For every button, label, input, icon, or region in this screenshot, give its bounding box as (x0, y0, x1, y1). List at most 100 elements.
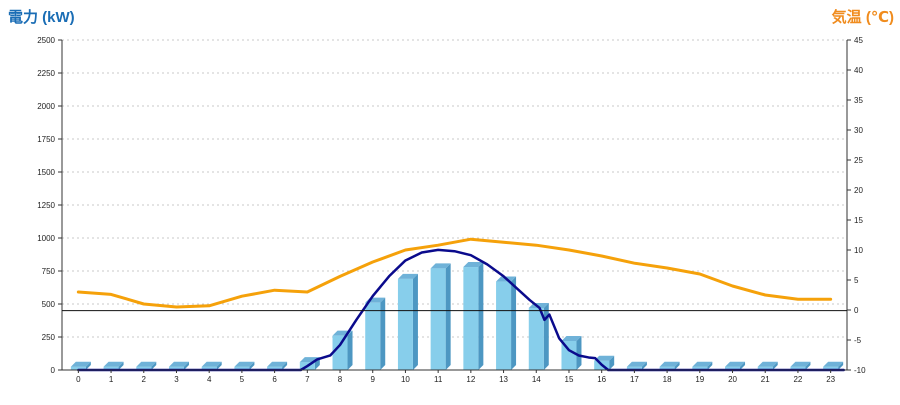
power-bar-top (823, 361, 844, 367)
y-right-tick-label: 0 (854, 306, 859, 315)
power-bar-front (136, 366, 152, 370)
y-right-tick-label: 45 (854, 36, 863, 45)
power-bar-front (365, 302, 381, 370)
power-bar-side (380, 297, 386, 370)
power-bar (692, 361, 713, 370)
power-bar-side (347, 330, 353, 370)
power-bar-front (823, 366, 839, 370)
y-right-tick-label: 25 (854, 156, 863, 165)
power-bar-top (70, 361, 91, 367)
x-tick-label: 0 (76, 375, 81, 384)
y-left-tick-label: 2000 (37, 102, 55, 111)
y-right-tick-label: 15 (854, 216, 863, 225)
y-left-axis-title: 電力 (kW) (8, 8, 75, 26)
power-bar-top (136, 361, 157, 367)
power-bar-top (626, 361, 647, 367)
y-left-tick-label: 0 (51, 366, 56, 375)
power-bar-top (463, 262, 484, 268)
y-right-tick-label: 10 (854, 246, 863, 255)
x-tick-label: 1 (109, 375, 114, 384)
x-tick-label: 14 (532, 375, 541, 384)
power-bar-front (430, 268, 446, 370)
power-bar (267, 361, 288, 370)
x-tick-label: 6 (272, 375, 277, 384)
x-tick-label: 21 (761, 375, 770, 384)
y-left-tick-label: 1500 (37, 168, 55, 177)
x-tick-label: 13 (499, 375, 508, 384)
power-bar-front (528, 307, 544, 370)
power-bar-top (430, 263, 451, 269)
power-demand-line (77, 248, 845, 372)
series-lines (76, 237, 845, 372)
power-bar-top (168, 361, 189, 367)
y-left-tick-label: 2250 (37, 69, 55, 78)
x-tick-label: 17 (630, 375, 639, 384)
power-bar-top (757, 361, 778, 367)
power-bar (823, 361, 844, 370)
power-bar-side (249, 361, 255, 370)
x-tick-label: 23 (826, 375, 835, 384)
x-tick-label: 19 (695, 375, 704, 384)
power-bar-side (216, 361, 222, 370)
power-bar (790, 361, 811, 370)
power-bar-front (725, 366, 741, 370)
power-bar-side (118, 361, 124, 370)
power-bar-side (543, 302, 549, 370)
power-bar (463, 262, 484, 370)
power-bar-side (838, 361, 844, 370)
power-bar-side (772, 361, 778, 370)
power-bar (528, 302, 549, 370)
power-bar-top (594, 355, 615, 361)
power-bar-top (201, 361, 222, 367)
power-bar (103, 361, 124, 370)
x-tick-label: 5 (240, 375, 245, 384)
power-bar-front (463, 267, 479, 370)
power-bar-side (805, 361, 811, 370)
power-bar (70, 361, 91, 370)
y-left-tick-label: 1750 (37, 135, 55, 144)
power-bar-side (412, 273, 418, 370)
power-bar-front (692, 366, 708, 370)
x-tick-label: 22 (793, 375, 802, 384)
power-bars (70, 262, 844, 370)
power-bar-side (609, 355, 615, 370)
power-bar-front (234, 366, 250, 370)
power-bar-front (70, 366, 86, 370)
power-bar-side (707, 361, 713, 370)
power-bar (136, 361, 157, 370)
x-tick-label: 12 (466, 375, 475, 384)
power-bar-side (576, 335, 582, 370)
power-bar-top (397, 273, 418, 279)
y-right-tick-label: -5 (854, 336, 862, 345)
power-bar-top (790, 361, 811, 367)
temperature-line (76, 237, 833, 309)
x-tick-label: 2 (142, 375, 147, 384)
y-left-tick-label: 250 (42, 333, 56, 342)
power-bar-front (103, 366, 119, 370)
power-bar (430, 263, 451, 370)
power-bar (168, 361, 189, 370)
y-left-tick-label: 1000 (37, 234, 55, 243)
power-bar (201, 361, 222, 370)
power-bar-side (151, 361, 157, 370)
power-bar-side (183, 361, 189, 370)
power-bar-side (641, 361, 647, 370)
axes: 02505007501000125015001750200022502500-1… (37, 36, 866, 384)
power-bar-top (725, 361, 746, 367)
power-bar-top (561, 335, 582, 341)
power-bar-front (659, 366, 675, 370)
power-bar (725, 361, 746, 370)
power-bar-side (478, 262, 484, 370)
power-bar-side (282, 361, 288, 370)
y-right-tick-label: 35 (854, 96, 863, 105)
x-tick-label: 16 (597, 375, 606, 384)
power-bar-side (85, 361, 91, 370)
power-bar-side (511, 276, 517, 370)
power-bar-top (103, 361, 124, 367)
power-bar-front (168, 366, 184, 370)
power-bar (626, 361, 647, 370)
power-bar-top (692, 361, 713, 367)
power-bar-front (790, 366, 806, 370)
